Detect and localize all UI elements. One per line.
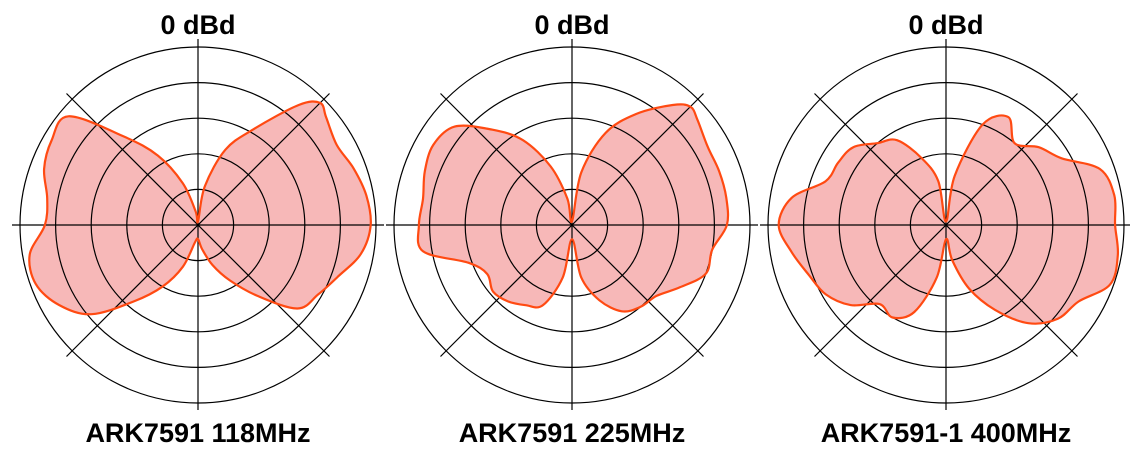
chart-title: ARK7591 225MHz: [458, 418, 686, 448]
grid-axis: [814, 93, 1078, 357]
chart-title: ARK7591 118MHz: [85, 418, 311, 448]
pattern-outline: [28, 100, 372, 316]
chart-title: ARK7591-1 400MHz: [820, 418, 1072, 448]
pattern-area: [417, 104, 729, 312]
reference-label: 0 dBd: [160, 10, 236, 40]
pattern-outline: [777, 114, 1120, 325]
polar-chart-2: 0 dBd ARK7591 225MHz: [384, 0, 760, 458]
pattern-outline: [416, 103, 730, 313]
polar-plot: [760, 39, 1130, 410]
polar-chart-3: 0 dBd ARK7591-1 400MHz: [758, 0, 1130, 458]
polar-chart-1: 0 dBd ARK7591 118MHz: [10, 0, 386, 458]
grid-axis: [66, 93, 330, 357]
polar-plot: [386, 39, 758, 410]
reference-label: 0 dBd: [534, 10, 610, 40]
pattern-area: [29, 101, 371, 315]
polar-plot: [12, 39, 384, 410]
pattern-area: [778, 115, 1118, 324]
reference-label: 0 dBd: [908, 10, 984, 40]
grid-axis: [440, 93, 704, 357]
